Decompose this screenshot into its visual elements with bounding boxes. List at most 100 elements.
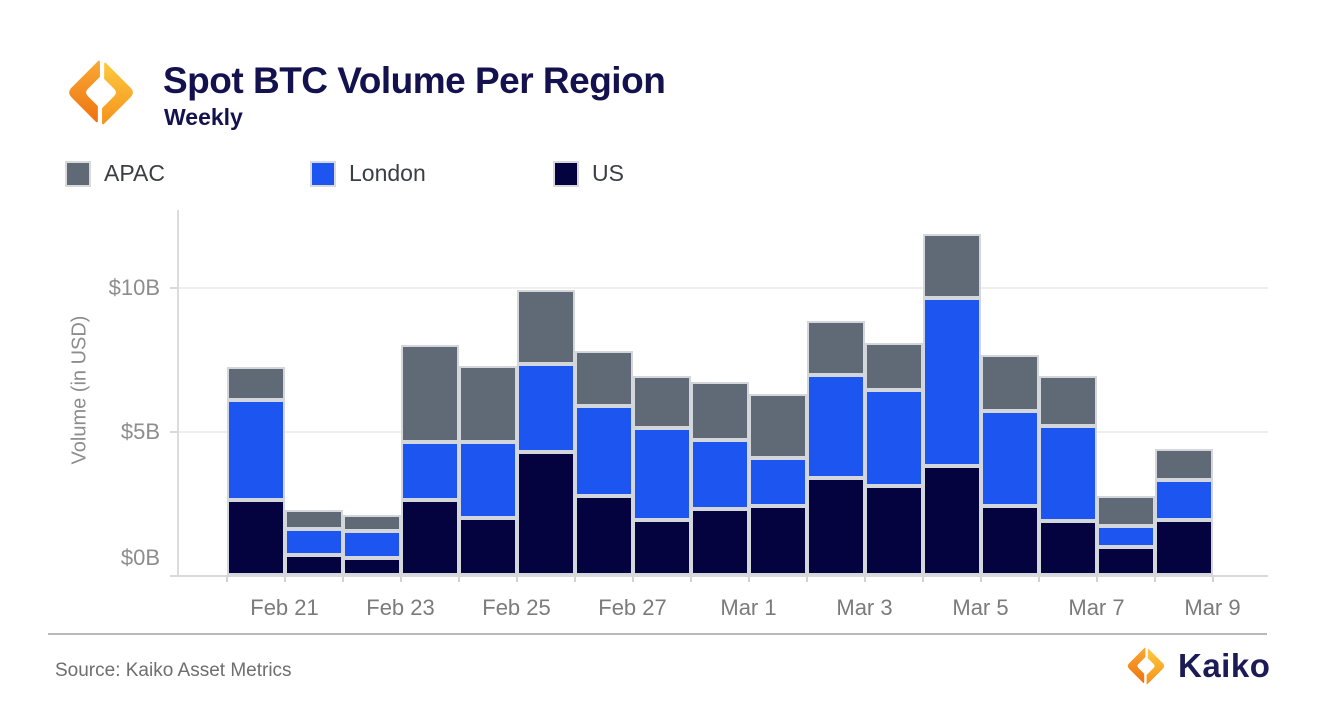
bar-segment-apac: [226, 367, 285, 400]
bar-segment-london: [1154, 479, 1213, 520]
y-gridline: [177, 287, 1268, 289]
x-tick: [1095, 577, 1098, 582]
legend-label: APAC: [104, 160, 165, 186]
bar-segment-apac: [1154, 449, 1213, 480]
bar-segment-london: [1038, 426, 1097, 522]
x-tick: [805, 577, 808, 582]
x-tick: [341, 577, 344, 582]
y-tick-label: $10B: [108, 275, 160, 300]
bar-segment-apac: [284, 510, 343, 530]
bar-segment-apac: [690, 381, 749, 441]
x-tick-label: Feb 25: [482, 595, 551, 620]
bar-segment-apac: [574, 351, 633, 407]
y-tick: [170, 430, 177, 433]
brand-wordmark: Kaiko: [1178, 647, 1271, 684]
footer-divider: [48, 633, 1267, 635]
bar-segment-london: [458, 442, 517, 519]
x-tick: [399, 577, 402, 582]
x-axis-line: [177, 575, 1268, 577]
bar-segment-apac: [516, 290, 575, 364]
y-tick: [170, 287, 177, 289]
bar-segment-london: [748, 457, 807, 506]
bar-segment-us: [1038, 521, 1097, 575]
y-axis-title: Volume (in USD): [68, 315, 91, 465]
bar-segment-us: [574, 496, 633, 575]
legend-swatch-london: [310, 160, 336, 187]
bar-segment-apac: [458, 366, 517, 443]
bar-segment-us: [1096, 547, 1155, 575]
brand-lockup: Kaiko: [1126, 646, 1270, 686]
bar-segment-london: [284, 529, 343, 555]
bar-segment-us: [632, 519, 691, 575]
bar-segment-apac: [1038, 375, 1097, 427]
x-tick: [979, 577, 982, 582]
x-tick: [515, 577, 518, 582]
bar-segment-london: [516, 363, 575, 453]
y-tick-label: $0B: [120, 545, 160, 570]
page-subtitle: Weekly: [164, 104, 243, 130]
bar-segment-london: [226, 399, 285, 500]
bar-segment-london: [400, 441, 459, 501]
bar-segment-us: [458, 518, 517, 575]
x-tick-label: Mar 5: [952, 595, 1009, 620]
bar-segment-london: [1096, 525, 1155, 548]
legend-label: London: [349, 160, 426, 186]
bar-segment-apac: [748, 393, 807, 458]
bar-segment-us: [922, 465, 981, 575]
legend-item-us: US: [553, 160, 624, 187]
x-tick-label: Feb 23: [366, 595, 435, 620]
x-tick: [631, 577, 634, 582]
bar-segment-apac: [1096, 496, 1155, 526]
bar-segment-apac: [806, 321, 865, 376]
x-tick: [1153, 577, 1156, 582]
x-tick: [225, 577, 228, 582]
x-tick: [283, 577, 286, 582]
legend-item-london: London: [310, 160, 426, 187]
legend-item-apac: APAC: [65, 160, 165, 187]
bar-segment-us: [284, 554, 343, 575]
bar-segment-london: [806, 375, 865, 478]
y-tick: [170, 575, 177, 577]
x-tick: [1211, 577, 1214, 582]
x-tick-label: Feb 21: [250, 595, 319, 620]
bar-segment-apac: [980, 355, 1039, 412]
legend-swatch-apac: [65, 160, 91, 187]
x-tick-label: Feb 27: [598, 595, 667, 620]
x-tick-label: Mar 7: [1068, 595, 1125, 620]
x-tick: [1037, 577, 1040, 582]
x-tick: [573, 577, 576, 582]
x-tick: [457, 577, 460, 582]
y-tick-label: $5B: [120, 418, 160, 444]
bar-segment-london: [922, 298, 981, 466]
bar-segment-us: [1154, 519, 1213, 575]
bar-segment-london: [632, 428, 691, 520]
bar-segment-us: [748, 505, 807, 575]
bar-segment-us: [516, 452, 575, 575]
bar-segment-us: [400, 500, 459, 575]
bar-segment-apac: [400, 345, 459, 442]
x-tick: [863, 577, 866, 582]
source-note: Source: Kaiko Asset Metrics: [55, 660, 292, 681]
bar-segment-london: [690, 440, 749, 509]
y-axis-line: [177, 210, 179, 577]
bar-segment-us: [342, 558, 401, 575]
bar-segment-london: [980, 411, 1039, 507]
bar-segment-apac: [342, 515, 401, 531]
bar-segment-us: [226, 499, 285, 575]
kaiko-logo-icon: [1126, 646, 1166, 686]
bar-segment-apac: [922, 234, 981, 299]
legend-label: US: [592, 160, 624, 186]
page-title: Spot BTC Volume Per Region: [163, 60, 666, 101]
bar-segment-us: [690, 508, 749, 575]
bar-segment-london: [342, 530, 401, 559]
legend-swatch-us: [553, 160, 579, 187]
bar-segment-apac: [864, 342, 923, 391]
bar-segment-london: [574, 406, 633, 497]
x-tick: [689, 577, 692, 582]
bar-segment-us: [980, 506, 1039, 575]
x-tick-label: Mar 1: [720, 595, 777, 620]
x-tick-label: Mar 3: [836, 595, 893, 620]
x-tick: [921, 577, 924, 582]
